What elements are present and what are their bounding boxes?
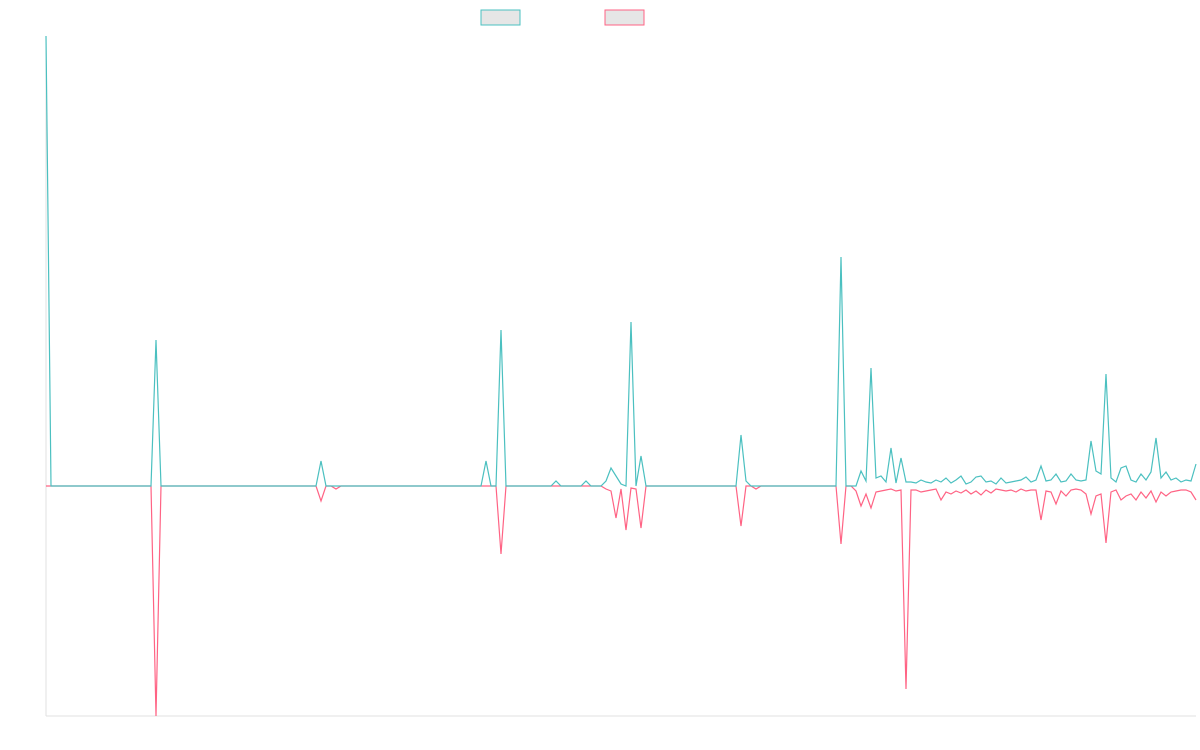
legend-swatch [604, 9, 645, 26]
series-line [45, 35, 1197, 487]
series-line [46, 485, 1197, 717]
legend-swatch [480, 9, 521, 26]
